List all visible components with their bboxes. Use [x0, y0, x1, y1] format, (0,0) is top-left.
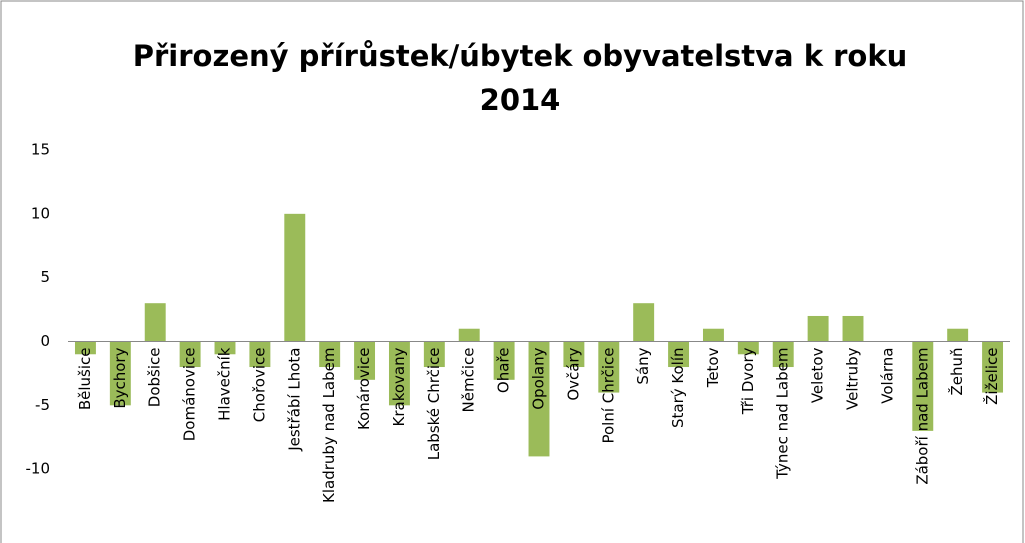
- bar: [354, 341, 376, 380]
- x-tick-label: Záboří nad Labem: [913, 348, 931, 485]
- bar: [947, 328, 969, 342]
- bar: [912, 341, 934, 431]
- bar: [179, 341, 201, 368]
- x-tick-label: Volárna: [878, 348, 896, 404]
- y-tick-label: 5: [40, 268, 50, 286]
- bar: [737, 341, 759, 355]
- chart-title: 2014: [480, 83, 561, 117]
- bar: [388, 341, 410, 406]
- bar: [423, 341, 445, 368]
- x-tick-label: Starý Kolín: [669, 348, 687, 429]
- bar: [528, 341, 550, 457]
- y-tick-label: 10: [31, 204, 50, 222]
- bar: [144, 303, 166, 342]
- bar: [319, 341, 341, 368]
- x-tick-label: Bělušice: [76, 348, 94, 411]
- bar: [807, 315, 829, 342]
- x-tick-label: Týnec nad Labem: [774, 348, 792, 480]
- x-tick-label: Labské Chrčice: [425, 348, 443, 461]
- x-tick-label: Konárovice: [355, 348, 373, 431]
- x-tick-label: Veltruby: [844, 347, 862, 410]
- y-tick-label: -10: [26, 460, 51, 478]
- bar: [982, 341, 1004, 393]
- x-tick-label: Tři Dvory: [739, 347, 757, 415]
- bar: [633, 303, 655, 342]
- bar: [772, 341, 794, 368]
- x-tick-label: Kladruby nad Labem: [320, 348, 338, 503]
- x-tick-label: Chořovice: [250, 348, 268, 423]
- bar: [458, 328, 480, 342]
- y-tick-label: 15: [31, 141, 50, 159]
- x-tick-label: Ovčáry: [564, 347, 582, 400]
- bar: [493, 341, 515, 380]
- bar: [702, 328, 724, 342]
- x-tick-label: Veletov: [809, 347, 827, 403]
- bar: [249, 341, 271, 368]
- bar: [598, 341, 620, 393]
- bar: [109, 341, 131, 406]
- bar: [842, 315, 864, 342]
- x-tick-label: Žiželice: [982, 348, 1001, 405]
- bar: [668, 341, 690, 368]
- bar: [563, 341, 585, 368]
- x-tick-label: Bychory: [111, 347, 129, 408]
- bar: [284, 213, 306, 342]
- x-tick-label: Němčice: [460, 348, 478, 413]
- bar: [214, 341, 236, 355]
- x-tick-label: Dománovice: [181, 348, 199, 442]
- x-tick-label: Dobšice: [146, 348, 164, 408]
- x-tick-label: Hlavečník: [216, 347, 234, 421]
- x-tick-label: Opolany: [530, 347, 548, 409]
- x-tick-label: Krakovany: [390, 347, 408, 426]
- x-tick-label: Žehuň: [947, 348, 966, 396]
- x-tick-label: Tetov: [704, 347, 722, 388]
- y-tick-label: 0: [40, 332, 50, 350]
- bar: [74, 341, 96, 355]
- x-tick-label: Sány: [634, 347, 652, 384]
- x-tick-label: Jestřábí Lhota: [285, 348, 303, 452]
- chart-title: Přirozený přírůstek/úbytek obyvatelstva …: [133, 39, 908, 73]
- x-tick-label: Polní Chrčice: [599, 348, 617, 444]
- x-tick-label: Ohaře: [495, 347, 513, 393]
- y-tick-label: -5: [35, 396, 50, 414]
